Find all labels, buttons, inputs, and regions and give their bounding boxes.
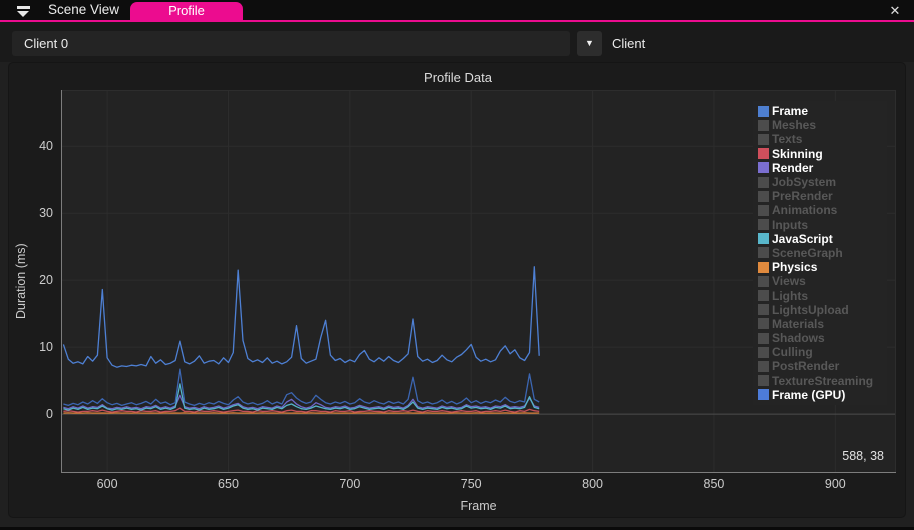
legend-item[interactable]: Physics [758, 260, 887, 274]
series-line-frame [62, 266, 540, 368]
legend-item[interactable]: PostRender [758, 359, 887, 373]
chart-title: Profile Data [424, 70, 492, 85]
tab-scene-view[interactable]: Scene View [48, 2, 120, 17]
legend-label: Animations [772, 203, 838, 218]
filter-icon-triangle [17, 10, 29, 17]
legend-item[interactable]: TextureStreaming [758, 374, 887, 388]
close-icon[interactable]: ✕ [889, 3, 901, 18]
legend: Frame Meshes Texts Skinning Render JobSystem P… [753, 101, 887, 405]
legend-swatch [758, 233, 769, 245]
tab-profile[interactable]: Profile [130, 2, 243, 20]
legend-swatch [758, 290, 769, 302]
legend-swatch [758, 133, 769, 145]
legend-label: Physics [772, 260, 818, 275]
legend-item[interactable]: Skinning [758, 147, 887, 161]
tab-bar: Scene View Profile ✕ [0, 0, 914, 22]
legend-item[interactable]: Meshes [758, 118, 887, 132]
legend-swatch [758, 332, 769, 344]
legend-item[interactable]: Shadows [758, 331, 887, 345]
legend-swatch [758, 261, 769, 273]
series-line-javascript [63, 383, 540, 411]
legend-label: Skinning [772, 146, 823, 161]
legend-label: Inputs [772, 217, 808, 232]
legend-swatch [758, 275, 769, 287]
client-select[interactable]: Client 0 [12, 31, 570, 56]
legend-swatch [758, 389, 769, 401]
x-tick-label: 900 [824, 477, 846, 491]
legend-swatch [758, 247, 769, 259]
y-tick-label: 40 [39, 139, 53, 154]
client-toolbar: Client 0 ▼ Client [0, 22, 914, 62]
client-caption: Client [612, 36, 646, 51]
legend-label: Views [772, 274, 806, 289]
x-tick-label: 650 [218, 477, 239, 491]
x-tick-label: 750 [460, 477, 482, 491]
legend-label: SceneGraph [772, 245, 843, 260]
legend-swatch [758, 148, 769, 160]
legend-swatch [758, 346, 769, 358]
filter-icon[interactable] [12, 3, 34, 19]
legend-item[interactable]: Culling [758, 345, 887, 359]
legend-label: Lights [772, 288, 808, 303]
legend-swatch [758, 162, 769, 174]
legend-label: Frame [772, 104, 809, 119]
legend-item[interactable]: Animations [758, 203, 887, 217]
x-tick-label: 700 [339, 477, 361, 491]
legend-swatch [758, 176, 769, 188]
legend-swatch [758, 318, 769, 330]
legend-item[interactable]: JavaScript [758, 232, 887, 246]
legend-label: JavaScript [772, 231, 833, 246]
legend-label: Meshes [772, 118, 817, 133]
legend-item[interactable]: PreRender [758, 189, 887, 203]
legend-label: Frame (GPU) [772, 387, 846, 402]
profile-data-panel: Profile Data Frame Meshes Texts Skinning Ren… [8, 62, 906, 518]
legend-label: LightsUpload [772, 302, 849, 317]
legend-item[interactable]: LightsUpload [758, 303, 887, 317]
y-tick-label: 10 [39, 340, 53, 355]
y-tick-label: 20 [39, 273, 53, 288]
legend-item[interactable]: Frame (GPU) [758, 388, 887, 402]
legend-label: Shadows [772, 331, 825, 346]
legend-item[interactable]: Frame [758, 104, 887, 118]
x-tick-label: 800 [582, 477, 604, 491]
legend-item[interactable]: Materials [758, 317, 887, 331]
legend-swatch [758, 219, 769, 231]
series-line-render [63, 394, 540, 410]
legend-label: Render [772, 160, 814, 175]
legend-item[interactable]: Inputs [758, 218, 887, 232]
legend-item[interactable]: Render [758, 161, 887, 175]
legend-swatch [758, 204, 769, 216]
plot-area[interactable]: Frame Meshes Texts Skinning Render JobSystem P… [61, 90, 896, 473]
tab-accent-line [0, 20, 914, 22]
legend-item[interactable]: Texts [758, 132, 887, 146]
y-tick-label: 0 [46, 407, 53, 422]
filter-icon-bar [16, 5, 30, 9]
legend-label: TextureStreaming [772, 373, 874, 388]
cursor-readout: 588, 38 [842, 449, 884, 463]
y-tick-label: 30 [39, 206, 53, 221]
legend-swatch [758, 304, 769, 316]
legend-swatch [758, 360, 769, 372]
legend-label: Materials [772, 316, 825, 331]
x-tick-label: 600 [96, 477, 118, 491]
legend-swatch [758, 375, 769, 387]
legend-label: Culling [772, 345, 813, 360]
legend-item[interactable]: Views [758, 274, 887, 288]
series-line-frame-gpu- [63, 368, 540, 407]
legend-swatch [758, 119, 769, 131]
x-axis-label: Frame [460, 499, 497, 513]
legend-item[interactable]: SceneGraph [758, 246, 887, 260]
legend-item[interactable]: JobSystem [758, 175, 887, 189]
series-line-skinning [63, 407, 540, 413]
legend-label: PreRender [772, 189, 833, 204]
legend-swatch [758, 105, 769, 117]
legend-label: Texts [772, 132, 803, 147]
legend-item[interactable]: Lights [758, 288, 887, 303]
legend-swatch [758, 190, 769, 202]
x-tick-label: 850 [703, 477, 725, 491]
legend-label: JobSystem [772, 175, 837, 190]
chevron-down-icon[interactable]: ▼ [577, 31, 602, 56]
legend-label: PostRender [772, 359, 840, 374]
